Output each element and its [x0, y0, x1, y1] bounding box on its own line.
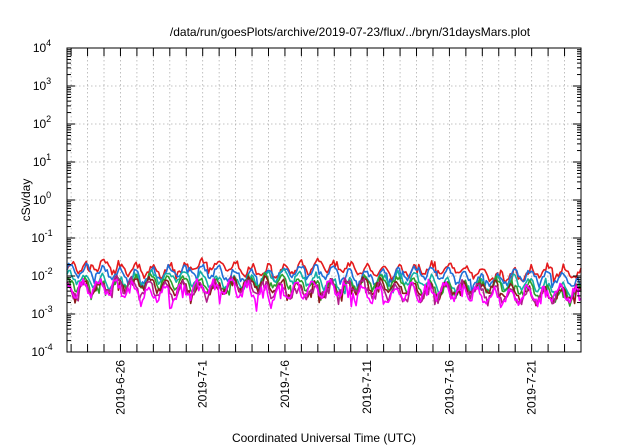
y-tick-label: 101 — [33, 152, 51, 169]
y-tick-label: 104 — [33, 38, 51, 55]
y-tick-label: 103 — [33, 76, 51, 93]
y-tick-label: 100 — [33, 190, 51, 207]
x-tick-label: 2019-7-1 — [196, 360, 210, 408]
y-axis-label: cSv/day — [19, 179, 33, 222]
series-lines — [66, 257, 582, 312]
y-tick-label: 10-2 — [31, 266, 52, 283]
series-line — [66, 277, 582, 312]
y-axis: 10-4 10-3 10-2 10-1 100 101 102 103 104 — [31, 38, 581, 359]
y-tick-label: 102 — [33, 114, 51, 131]
y-tick-label: 10-4 — [31, 342, 52, 359]
x-tick-label: 2019-7-11 — [360, 360, 374, 414]
x-tick-label: 2019-7-21 — [525, 360, 539, 415]
y-tick-label: 10-1 — [31, 228, 52, 245]
x-tick-label: 2019-7-16 — [442, 360, 456, 415]
chart-title: /data/run/goesPlots/archive/2019-07-23/f… — [170, 25, 531, 39]
x-axis-label: Coordinated Universal Time (UTC) — [232, 431, 416, 445]
x-tick-label: 2019-7-6 — [278, 360, 292, 408]
x-axis: 2019-6-26 2019-7-1 2019-7-6 2019-7-11 2019-7… — [70, 48, 566, 415]
grid — [67, 48, 581, 352]
series-line — [66, 274, 582, 307]
x-tick-label: 2019-6-26 — [113, 360, 127, 415]
y-tick-label: 10-3 — [31, 304, 52, 321]
